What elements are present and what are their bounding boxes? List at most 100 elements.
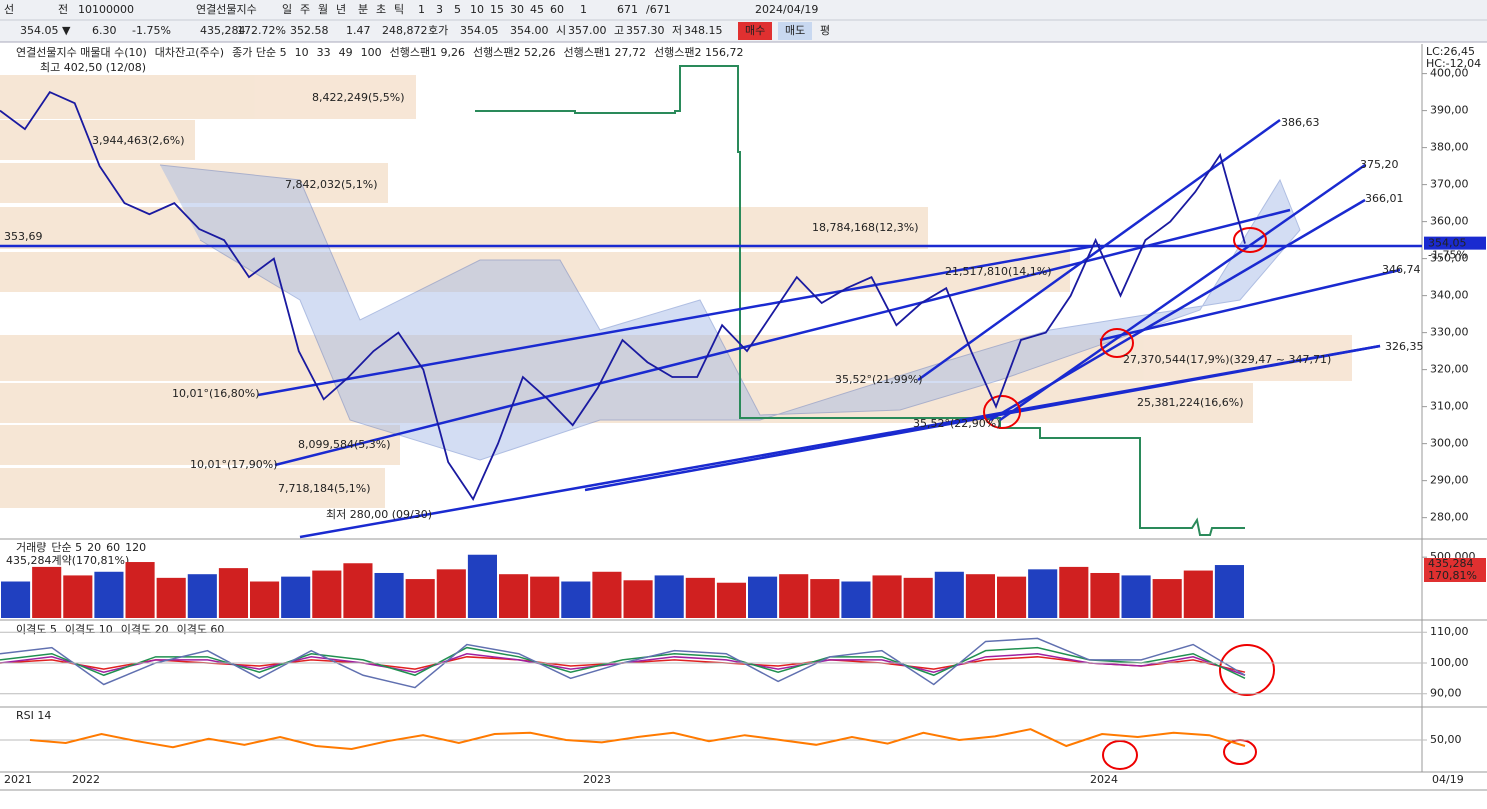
legend-entry: 선행스팬2 156,72 (654, 46, 743, 59)
volume-bar (716, 582, 746, 618)
corner-label: LC:26,45 (1426, 45, 1475, 58)
legend-entry: 이격도 20 (121, 623, 169, 636)
date-label: 2022 (72, 773, 100, 786)
profile-label: 7,842,032(5,1%) (285, 178, 378, 191)
y-tick-label: 280,00 (1430, 511, 1469, 524)
corner-label: HC:-12,04 (1426, 57, 1481, 70)
toolbar-item[interactable]: 일 (282, 2, 292, 16)
legend-entry: 대차잔고(주수) (155, 46, 224, 59)
toolbar-item[interactable]: 1 (418, 3, 425, 16)
volume-bar (218, 568, 248, 618)
line-label: 10,01°(16,80%) (172, 387, 260, 400)
legend-entry: 20 (87, 541, 101, 554)
profile-label: 7,718,184(5,1%) (278, 482, 371, 495)
toolbar-item[interactable]: 3 (436, 3, 443, 16)
quote-item: 1.47 (346, 24, 371, 37)
legend-entry: 10 (295, 46, 309, 59)
toolbar-item[interactable]: 60 (550, 3, 564, 16)
volume-bar (281, 576, 311, 618)
disparity-line (0, 646, 1246, 680)
volume-bar (250, 581, 280, 618)
toolbar-item[interactable]: 2024/04/19 (755, 3, 818, 16)
y-tick-label: 290,00 (1430, 474, 1469, 487)
volume-bar (405, 579, 435, 618)
toolbar-item[interactable]: 45 (530, 3, 544, 16)
volume-bar (748, 576, 778, 618)
y-tick-label: 330,00 (1430, 326, 1469, 339)
toolbar-item[interactable]: 30 (510, 3, 524, 16)
date-label: 04/19 (1432, 773, 1464, 786)
volume-box-text: 435,284 (1428, 557, 1474, 570)
volume-bar (965, 574, 995, 618)
toolbar-item[interactable]: 1 (580, 3, 587, 16)
volume-bar (1, 581, 31, 618)
quote-item: 6.30 (92, 24, 117, 37)
toolbar-item[interactable]: 671 (617, 3, 638, 16)
date-label: 2021 (4, 773, 32, 786)
volume-bar (872, 575, 902, 618)
line-label: 353,69 (4, 230, 43, 243)
volume-bar (436, 569, 466, 618)
volume-bar (467, 554, 497, 618)
volume-bar (810, 579, 840, 618)
toolbar-item[interactable]: 평 (820, 24, 830, 37)
toolbar-item[interactable]: 주 (300, 3, 310, 16)
line-label: 326,35 (1385, 340, 1424, 353)
toolbar-item[interactable]: /671 (646, 3, 671, 16)
profile-label: 25,381,224(16,6%) (1137, 396, 1244, 409)
line-label: 375,20 (1360, 158, 1399, 171)
volume-bar (125, 562, 155, 618)
toolbar-item[interactable]: 연결선물지수 (196, 3, 257, 16)
legend-entry: 선행스팬2 52,26 (473, 46, 555, 59)
volume-bar (312, 570, 342, 618)
toolbar-item[interactable]: 매도 (785, 24, 805, 37)
volume-bar (32, 566, 62, 618)
profile-label: 8,099,584(5,3%) (298, 438, 391, 451)
y-tick-label: 300,00 (1430, 437, 1469, 450)
volume-summary: 435,284계약(170,81%) (6, 553, 129, 567)
toolbar-item[interactable]: 10 (470, 3, 484, 16)
volume-bar (1028, 569, 1058, 618)
quote-item: 고 (614, 24, 624, 37)
panel-borders (0, 538, 1487, 791)
axis-bg (1422, 44, 1487, 772)
quote-item: 348.15 (684, 24, 723, 37)
y-tick-label: 390,00 (1430, 104, 1469, 117)
quote-item: 354.05 ▼ (20, 24, 71, 37)
legend-entry: 거래량 (16, 541, 46, 554)
line-label: 35,52°(22,90%) (913, 417, 1001, 430)
high-label: 최고 402,50 (12/08) (40, 61, 146, 74)
quote-item: 435,284 (200, 24, 246, 37)
quote-item: 172.72% (237, 24, 286, 37)
volume-bar (561, 581, 591, 618)
legend-entry: 60 (106, 541, 120, 554)
volume-bar (530, 576, 560, 618)
y-tick-label: 100,00 (1430, 656, 1469, 669)
last-price: 354,05 (1428, 237, 1467, 250)
quote-item: 357.00 (568, 24, 607, 37)
toolbar-item[interactable]: 틱 (394, 3, 404, 16)
toolbar-item[interactable]: 10100000 (78, 3, 134, 16)
legend-entry: 49 (339, 46, 353, 59)
toolbar-item[interactable]: 선 (4, 3, 14, 16)
toolbar-item[interactable]: 월 (318, 3, 328, 16)
volume-bar (1152, 579, 1182, 618)
volume-bar (63, 575, 93, 618)
toolbar-item[interactable]: 5 (454, 3, 461, 16)
profile-label: 18,784,168(12,3%) (812, 221, 919, 234)
legend-entry: 이격도 5 (16, 623, 57, 636)
toolbar-item[interactable]: 15 (490, 3, 504, 16)
volume-box-text: 170,81% (1428, 569, 1477, 582)
volume-bar (1090, 572, 1120, 618)
toolbar-item[interactable]: 매수 (745, 24, 765, 37)
toolbar-item[interactable]: 년 (336, 3, 346, 16)
last-price-box (1424, 236, 1486, 250)
toolbar-item[interactable]: 분 (358, 3, 368, 16)
sell-btn (778, 22, 812, 40)
toolbar-item[interactable]: 전 (58, 3, 68, 16)
y-tick-label: 310,00 (1430, 400, 1469, 413)
y-tick-label: 380,00 (1430, 141, 1469, 154)
toolbar-item[interactable]: 초 (376, 3, 386, 16)
quote-item: 호가 (428, 24, 448, 37)
line-label: 346,74 (1382, 263, 1421, 276)
